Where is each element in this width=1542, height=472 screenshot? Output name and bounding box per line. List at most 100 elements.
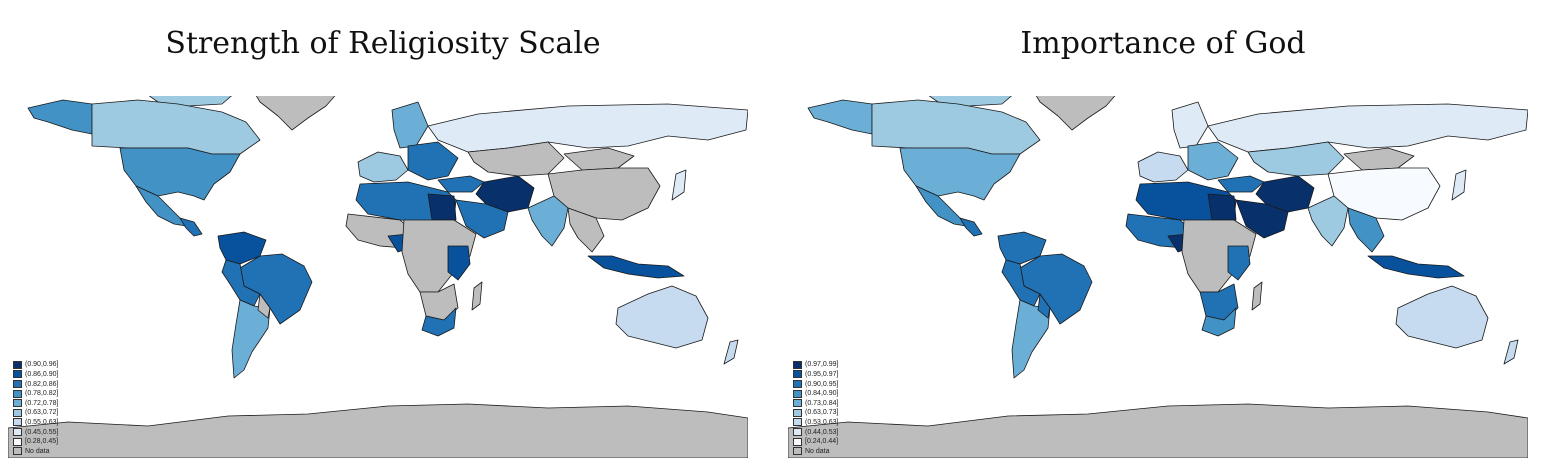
legend-swatch <box>13 399 22 408</box>
legend-item: (0.73,0.84] <box>793 398 838 408</box>
region-russia <box>1207 103 1528 153</box>
region-iran-pakistan <box>1255 175 1315 213</box>
legend-item: (0.84,0.90] <box>793 389 838 399</box>
legend-swatch <box>793 380 802 389</box>
region-western-europe <box>357 151 409 183</box>
legend-label: (0.63,0.72] <box>25 409 59 417</box>
world-map <box>788 96 1528 458</box>
legend-swatch <box>13 408 22 417</box>
region-se-asia <box>567 207 605 253</box>
region-russia <box>427 103 748 153</box>
legend-label: (0.90,0.96] <box>25 361 59 369</box>
region-colombia-venezuela <box>997 231 1047 265</box>
legend-label: (0.45,0.55] <box>25 428 59 436</box>
legend-label: (0.86,0.90] <box>25 370 59 378</box>
region-antarctica <box>8 403 748 458</box>
legend-label: (0.73,0.84] <box>805 399 839 407</box>
legend-item: (0.55,0.63] <box>13 418 58 428</box>
legend-swatch <box>793 399 802 408</box>
region-eastern-europe <box>1187 141 1239 181</box>
legend-label: (0.78,0.82] <box>25 390 59 398</box>
legend-item: (0.97,0.99] <box>793 360 838 370</box>
legend-item: (0.72,0.78] <box>13 398 58 408</box>
region-madagascar <box>1251 281 1263 311</box>
legend-item: [0.28,0.45] <box>13 437 58 447</box>
region-western-europe <box>1137 151 1189 183</box>
legend-item: (0.45,0.55] <box>13 427 58 437</box>
region-greenland <box>1035 96 1116 131</box>
region-central-america <box>959 217 983 237</box>
region-usa <box>899 147 1021 201</box>
legend-swatch <box>13 447 22 456</box>
region-central-africa <box>1181 219 1257 293</box>
legend-label: (0.82,0.86] <box>25 380 59 388</box>
legend-swatch <box>13 428 22 437</box>
legend-item: (0.44,0.53] <box>793 427 838 437</box>
region-eastern-europe <box>407 141 459 181</box>
region-egypt <box>427 193 457 221</box>
region-paraguay <box>1037 293 1051 319</box>
region-central-america <box>179 217 203 237</box>
legend-swatch <box>13 370 22 379</box>
legend-swatch <box>793 389 802 398</box>
region-usa <box>119 147 241 201</box>
legend-item: (0.63,0.72] <box>13 408 58 418</box>
legend-item: (0.90,0.95] <box>793 379 838 389</box>
legend-swatch <box>13 418 22 427</box>
legend-label: (0.97,0.99] <box>805 361 839 369</box>
region-scandinavia <box>1171 101 1209 149</box>
legend-item: (0.95,0.97] <box>793 370 838 380</box>
map-panel-religiosity: Strength of Religiosity Scale <box>8 0 758 472</box>
legend-label: (0.44,0.53] <box>805 428 839 436</box>
legend-item: (0.86,0.90] <box>13 370 58 380</box>
map-legend: (0.90,0.96] (0.86,0.90] (0.82,0.86] (0.7… <box>13 360 58 456</box>
legend-item: No data <box>793 446 838 456</box>
region-iran-pakistan <box>475 175 535 213</box>
region-central-africa <box>401 219 477 293</box>
legend-label: [0.28,0.45] <box>25 438 59 446</box>
region-indonesia <box>1367 255 1465 279</box>
region-turkey <box>1217 175 1265 193</box>
region-canada <box>91 99 261 155</box>
legend-label: (0.53,0.63] <box>805 418 839 426</box>
legend-item: (0.90,0.96] <box>13 360 58 370</box>
map-title: Strength of Religiosity Scale <box>165 26 601 61</box>
region-arabia <box>1235 199 1289 239</box>
region-japan <box>671 169 687 201</box>
legend-swatch <box>13 360 22 369</box>
region-madagascar <box>471 281 483 311</box>
map-legend: (0.97,0.99] (0.95,0.97] (0.90,0.95] (0.8… <box>793 360 838 456</box>
legend-swatch <box>793 360 802 369</box>
legend-swatch <box>13 437 22 446</box>
legend-swatch <box>13 389 22 398</box>
legend-label: (0.63,0.73] <box>805 409 839 417</box>
region-mongolia <box>563 147 635 171</box>
legend-swatch <box>13 380 22 389</box>
legend-item: (0.53,0.63] <box>793 418 838 428</box>
legend-label: (0.72,0.78] <box>25 399 59 407</box>
region-turkey <box>437 175 485 193</box>
region-south-africa <box>421 307 457 337</box>
region-alaska <box>27 99 93 135</box>
legend-swatch <box>793 428 802 437</box>
region-south-africa <box>1201 307 1237 337</box>
region-indonesia <box>587 255 685 279</box>
region-scandinavia <box>391 101 429 149</box>
legend-label: (0.95,0.97] <box>805 370 839 378</box>
region-canada <box>871 99 1041 155</box>
legend-label: No data <box>805 447 830 455</box>
region-alaska <box>807 99 873 135</box>
region-new-zealand <box>723 339 739 365</box>
legend-label: (0.84,0.90] <box>805 390 839 398</box>
region-japan <box>1451 169 1467 201</box>
region-arabia <box>455 199 509 239</box>
legend-label: (0.55,0.63] <box>25 418 59 426</box>
region-australia <box>615 285 709 349</box>
legend-item: (0.78,0.82] <box>13 389 58 399</box>
region-colombia-venezuela <box>217 231 267 265</box>
legend-swatch <box>793 408 802 417</box>
region-mongolia <box>1343 147 1415 171</box>
region-india <box>1307 195 1349 247</box>
region-paraguay <box>257 293 271 319</box>
map-panel-importance-of-god: Importance of God <box>788 0 1538 472</box>
